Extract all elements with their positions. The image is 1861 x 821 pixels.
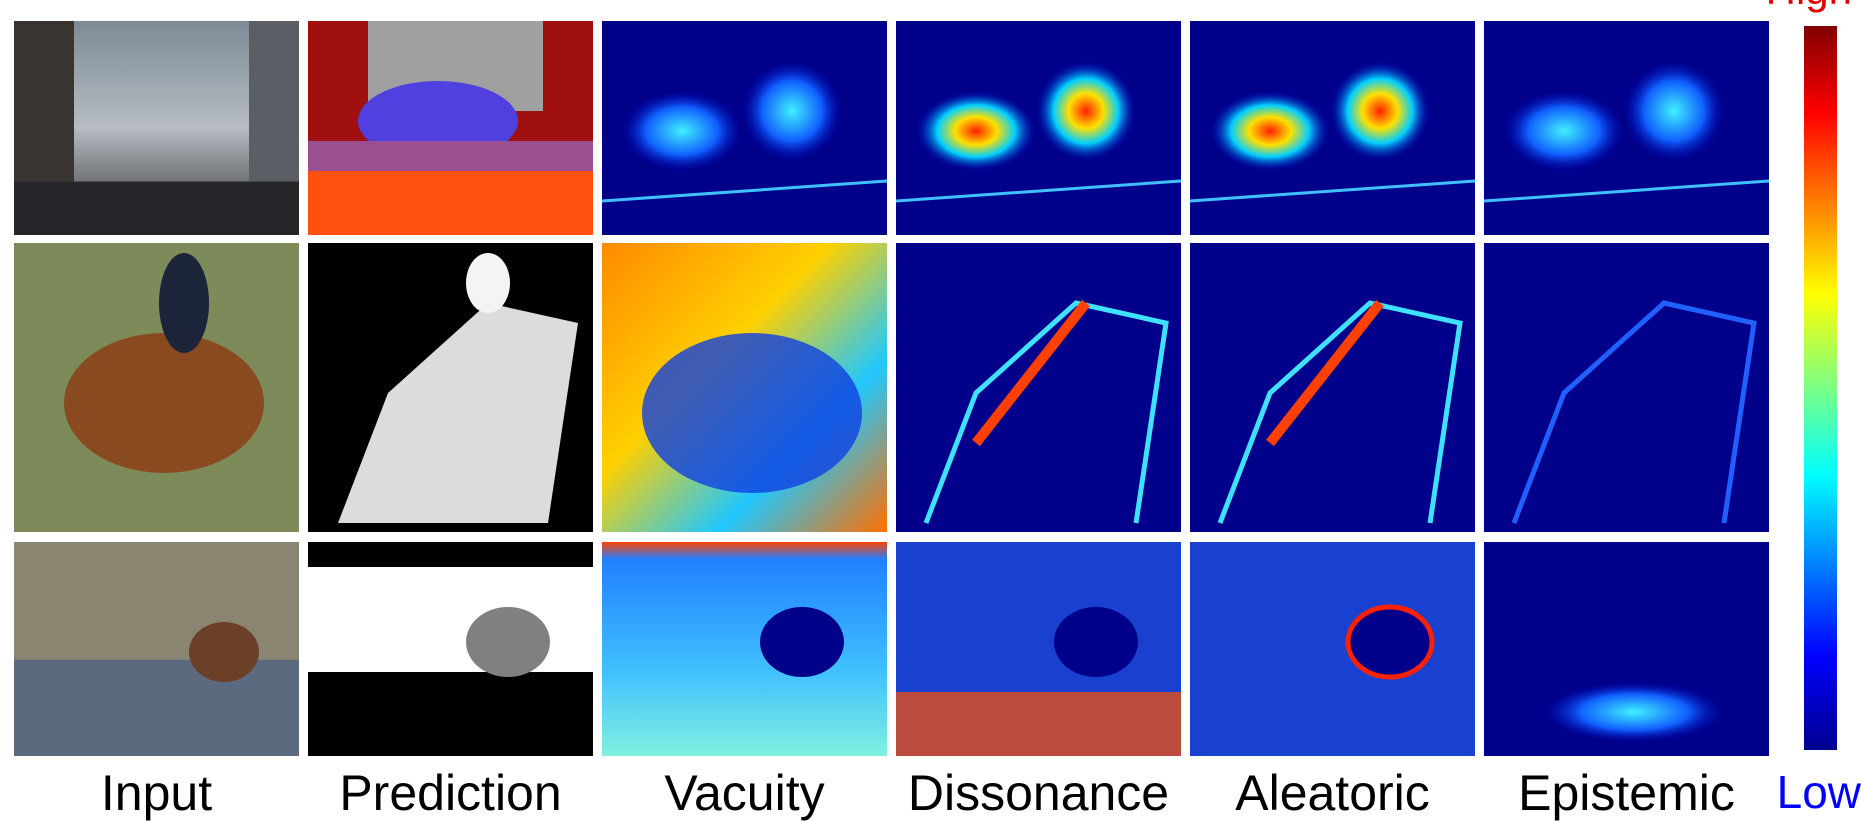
panel [14, 21, 299, 235]
panel [1484, 542, 1769, 756]
panel [14, 243, 299, 532]
panel-content [308, 243, 593, 532]
heat-blob [1054, 607, 1138, 677]
panel [1484, 243, 1769, 532]
panel-content [1190, 21, 1475, 235]
colorbar [1804, 26, 1837, 750]
heat-blob [642, 333, 862, 493]
panel-content [308, 542, 593, 756]
panel [896, 243, 1181, 532]
rider [159, 253, 209, 353]
panel [602, 542, 887, 756]
panel-content [308, 21, 593, 235]
panel-content [14, 21, 299, 235]
heat-blob [1624, 61, 1724, 161]
heat-blob [1330, 61, 1430, 161]
heat-blob [622, 91, 742, 171]
panel [602, 21, 887, 235]
panel [1190, 21, 1475, 235]
heat-blob [1544, 682, 1724, 742]
panel-content [602, 243, 887, 532]
panel [602, 243, 887, 532]
column-label: Input [101, 765, 212, 821]
panel [308, 542, 593, 756]
panel-content [896, 542, 1181, 756]
panel-content [1484, 542, 1769, 756]
panel [14, 542, 299, 756]
column-label: Aleatoric [1235, 765, 1430, 821]
panel [308, 243, 593, 532]
heat-blob [1036, 61, 1136, 161]
heat-blob [742, 61, 842, 161]
road [14, 182, 299, 236]
panel [1190, 243, 1475, 532]
heat-blob [916, 91, 1036, 171]
column-label: Vacuity [664, 765, 824, 821]
panel-content [896, 243, 1181, 532]
panel [896, 21, 1181, 235]
panel-content [1190, 542, 1475, 756]
seg [308, 141, 593, 171]
seg [308, 672, 593, 756]
seg [308, 171, 593, 235]
heat-blob [1504, 91, 1624, 171]
column-label: Epistemic [1518, 765, 1735, 821]
seg [466, 607, 550, 677]
heat-blob [1348, 607, 1432, 677]
panel-content [896, 21, 1181, 235]
panel-content [14, 542, 299, 756]
seg [466, 253, 510, 313]
panel [896, 542, 1181, 756]
panel [1484, 21, 1769, 235]
column-label: Dissonance [908, 765, 1169, 821]
seg [308, 542, 593, 567]
panel-content [602, 542, 887, 756]
heat-blob [1642, 607, 1726, 677]
figure: High Low Input Prediction Vacuity Dissonanc… [0, 0, 1861, 821]
heat-blob [760, 607, 844, 677]
panel-content [1484, 21, 1769, 235]
colorbar-low: Low [1777, 766, 1861, 818]
heatmap [602, 542, 887, 756]
horse [64, 333, 264, 473]
building [249, 21, 299, 192]
heat-band [896, 692, 1181, 756]
page: High Low Input Prediction Vacuity Dissonanc… [0, 0, 1861, 821]
panel-content [602, 21, 887, 235]
panel-content [1484, 243, 1769, 532]
panel-content [14, 243, 299, 532]
rabbit [189, 622, 259, 682]
colorbar-high: High [1766, 0, 1852, 13]
panel-content [1190, 243, 1475, 532]
heat-blob [1210, 91, 1330, 171]
panel [308, 21, 593, 235]
blanket [14, 660, 299, 756]
panel [1190, 542, 1475, 756]
column-label: Prediction [339, 765, 561, 821]
building [14, 21, 74, 192]
